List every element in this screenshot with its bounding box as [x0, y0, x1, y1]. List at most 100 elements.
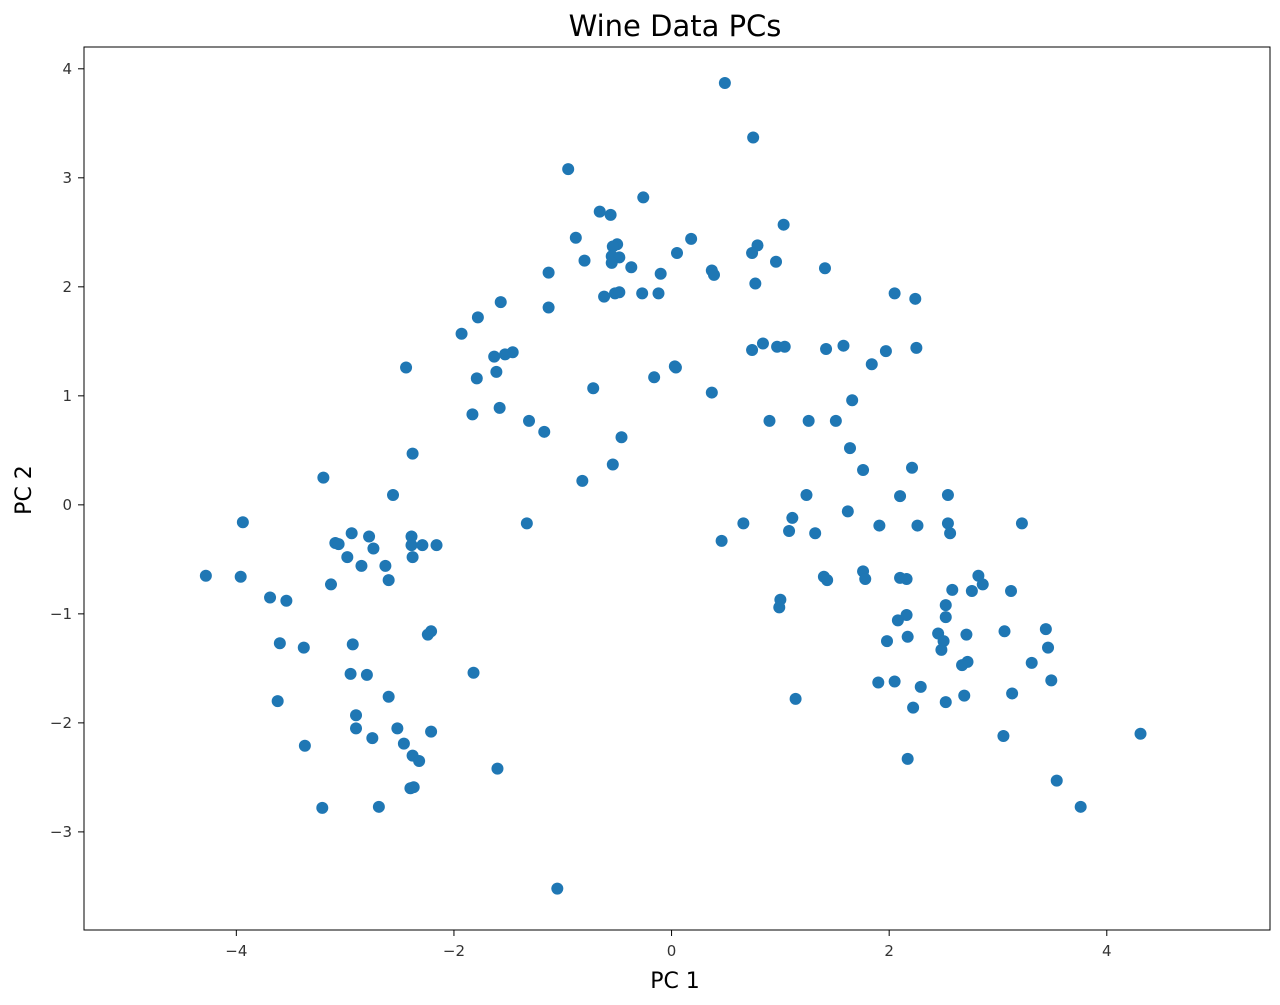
data-point	[888, 675, 901, 688]
data-point	[802, 414, 815, 427]
data-point	[746, 344, 759, 357]
data-point	[737, 517, 750, 530]
data-point	[455, 327, 468, 340]
data-point	[400, 361, 413, 374]
data-point	[939, 611, 952, 624]
data-point	[199, 569, 212, 582]
data-point	[976, 578, 989, 591]
plot-frame	[83, 46, 1271, 931]
x-tick-label: −4	[225, 942, 247, 960]
data-point	[671, 247, 683, 260]
data-point	[1005, 584, 1018, 597]
data-point	[466, 408, 479, 421]
data-point	[910, 341, 923, 354]
data-point	[636, 287, 649, 300]
data-point	[355, 559, 368, 572]
x-axis-label: PC 1	[650, 969, 700, 994]
data-point	[809, 527, 822, 540]
data-point	[360, 668, 373, 681]
data-point	[906, 461, 919, 474]
data-point	[471, 311, 484, 324]
y-tick-label: −1	[50, 605, 72, 623]
data-point	[909, 292, 922, 305]
data-point	[777, 218, 790, 231]
data-point	[935, 643, 948, 656]
y-tick-label: 0	[62, 496, 72, 514]
data-point	[879, 345, 892, 358]
data-point	[271, 695, 284, 708]
data-point	[1134, 727, 1147, 740]
data-point	[707, 268, 720, 281]
data-point	[421, 628, 434, 641]
data-point	[841, 505, 854, 518]
data-point	[820, 342, 833, 355]
data-point	[746, 247, 759, 260]
data-point	[844, 442, 857, 455]
y-axis: −3 −2 −1 0 1 2 3 4	[50, 60, 84, 841]
x-tick-label: −2	[443, 942, 465, 960]
y-tick-label: −3	[50, 823, 72, 841]
data-point	[593, 205, 606, 218]
data-point	[425, 725, 438, 738]
data-point	[939, 696, 952, 709]
data-point	[944, 527, 957, 540]
data-point	[960, 628, 973, 641]
y-tick-label: 3	[62, 169, 72, 187]
data-point	[965, 584, 978, 597]
data-point	[578, 254, 591, 267]
data-point	[606, 240, 619, 253]
data-point	[488, 350, 501, 363]
data-point	[542, 301, 555, 314]
data-point	[264, 591, 277, 604]
data-point	[551, 882, 564, 895]
data-point	[783, 525, 796, 538]
data-point	[490, 365, 503, 378]
data-point	[520, 517, 533, 530]
data-point	[956, 659, 969, 672]
data-point	[345, 527, 358, 540]
y-tick-label: 4	[62, 60, 72, 78]
data-point	[273, 637, 286, 650]
data-point	[493, 401, 506, 414]
data-point	[914, 680, 927, 693]
data-point	[1025, 656, 1038, 669]
data-point	[367, 542, 380, 555]
data-point	[387, 489, 400, 502]
data-point	[562, 163, 575, 176]
x-axis: −4 −2 0 2 4	[225, 930, 1112, 960]
data-point	[946, 583, 959, 596]
data-point	[298, 739, 311, 752]
data-point	[523, 414, 536, 427]
data-point	[756, 337, 769, 350]
data-point	[715, 534, 728, 547]
data-point	[818, 262, 831, 275]
data-point	[404, 782, 417, 795]
data-point	[786, 511, 799, 524]
data-point	[397, 737, 410, 750]
data-point	[317, 471, 330, 484]
data-point	[800, 489, 813, 502]
data-point	[406, 551, 419, 564]
data-point	[491, 762, 504, 775]
data-point	[747, 131, 760, 144]
data-point	[941, 489, 954, 502]
data-point	[829, 414, 842, 427]
data-point	[888, 287, 901, 300]
data-point	[770, 255, 783, 268]
data-point	[406, 447, 419, 460]
data-point	[778, 340, 791, 353]
data-point	[859, 572, 872, 585]
data-point	[615, 431, 628, 444]
data-point	[941, 517, 954, 530]
y-tick-label: 1	[62, 387, 72, 405]
data-point	[416, 539, 429, 552]
data-point	[405, 539, 418, 552]
data-point	[598, 290, 611, 303]
y-tick-label: −2	[50, 714, 72, 732]
data-point	[1074, 800, 1087, 813]
data-point	[382, 574, 395, 587]
data-point	[372, 800, 385, 813]
data-point	[350, 709, 363, 722]
data-point	[911, 519, 924, 532]
data-point	[413, 755, 426, 768]
